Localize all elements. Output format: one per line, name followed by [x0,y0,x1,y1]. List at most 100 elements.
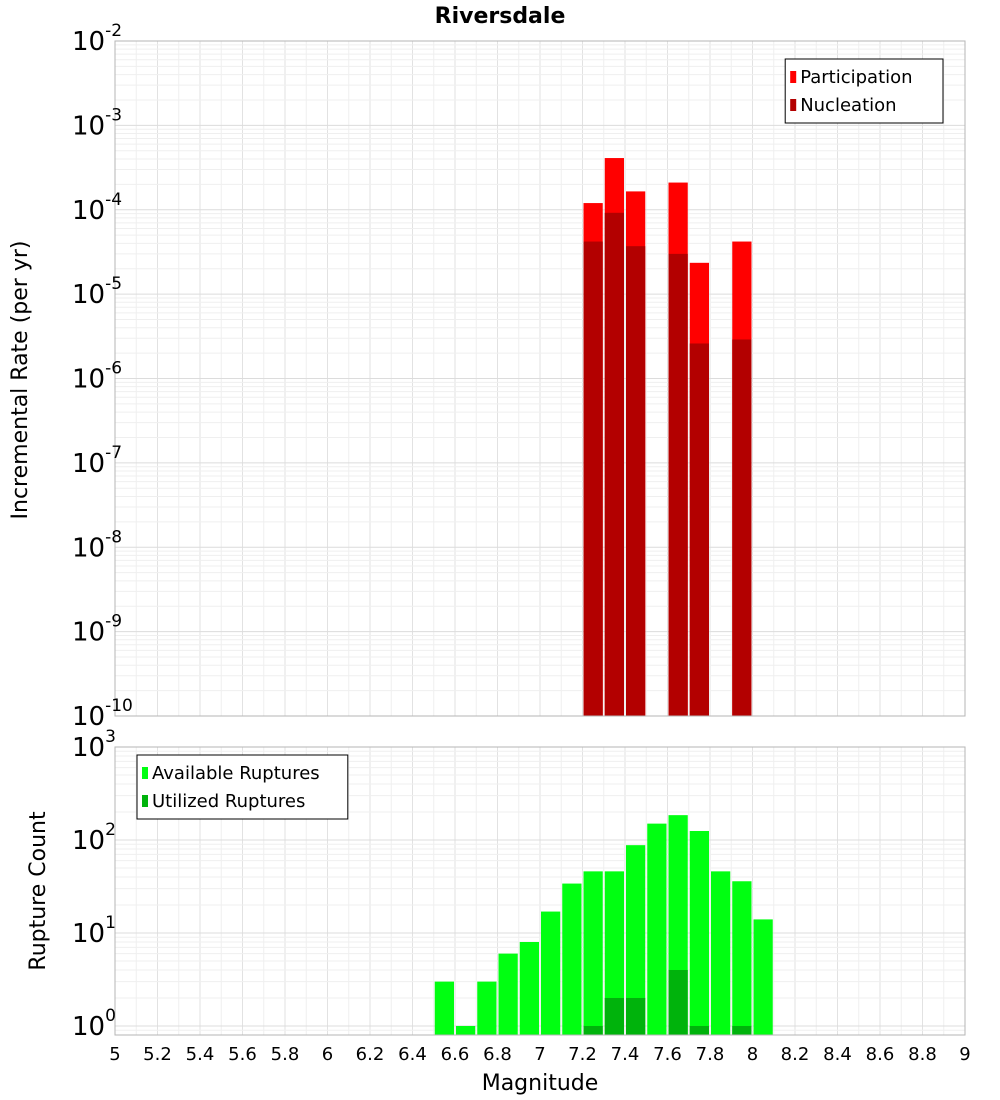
top-y-tick-exponent: -8 [105,527,122,547]
x-tick-label: 5.8 [271,1044,300,1065]
bottom-y-tick-mantissa: 10 [72,826,105,856]
x-tick-label: 6.2 [356,1044,385,1065]
bottom-y-tick-exponent: 1 [105,913,116,933]
x-tick-label: 9 [959,1044,970,1065]
top-legend-swatch [790,71,797,83]
x-tick-label: 5.2 [143,1044,172,1065]
x-tick-label: 6.8 [483,1044,512,1065]
bottom-y-tick-exponent: 2 [105,820,116,840]
top-y-tick-mantissa: 10 [72,196,105,226]
top-plot-area: 10-1010-910-810-710-610-510-410-310-2Par… [72,21,966,732]
top-y-tick-label: 10-9 [72,612,122,648]
top-y-tick-mantissa: 10 [72,365,105,395]
top-legend: Participation Nucleation [784,58,944,124]
bottom-bar-available-ruptures-12 [689,830,709,1035]
top-y-tick-exponent: -2 [105,21,122,41]
top-y-tick-exponent: -7 [105,443,122,463]
bottom-y-tick-mantissa: 10 [72,733,105,763]
top-y-tick-exponent: -9 [105,612,122,632]
bottom-bar-available-ruptures-8 [604,871,624,1035]
bottom-legend-box [136,754,349,820]
top-y-tick-label: 10-5 [72,274,122,310]
bottom-y-tick-mantissa: 10 [72,1012,105,1042]
top-bar-nucleation-0 [583,241,603,717]
bottom-y-tick-label: 103 [72,727,116,763]
bottom-bar-available-ruptures-0 [434,981,454,1035]
x-tick-label: 6 [322,1044,333,1065]
bottom-y-axis-label: Rupture Count [26,811,51,971]
x-tick-label: 7 [534,1044,545,1065]
bottom-y-tick-exponent: 3 [105,727,116,747]
top-y-tick-exponent: -10 [105,696,133,716]
x-tick-label: 7.2 [568,1044,597,1065]
bottom-bar-available-ruptures-2 [477,981,497,1035]
top-y-tick-exponent: -4 [105,190,122,210]
top-y-tick-exponent: -3 [105,105,122,125]
bottom-y-tick-label: 102 [72,820,116,856]
x-tick-label: 5 [109,1044,120,1065]
bottom-legend-swatch [142,795,148,807]
top-legend-box [784,58,944,124]
bottom-bar-utilized-ruptures-3 [668,969,688,1035]
x-tick-label: 8.8 [908,1044,937,1065]
top-y-tick-label: 10-6 [72,359,122,395]
bottom-plot-frame [114,746,966,1036]
bottom-bar-available-ruptures-5 [541,911,561,1035]
bottom-legend: Available Ruptures Utilized Ruptures [136,754,349,820]
bottom-bar-available-ruptures-13 [711,871,731,1035]
top-y-axis-label: Incremental Rate (per yr) [8,241,33,520]
top-y-tick-label: 10-8 [72,527,122,563]
top-y-tick-label: 10-7 [72,443,122,479]
top-bar-nucleation-4 [689,343,709,716]
bottom-bar-utilized-ruptures-5 [732,1025,752,1035]
x-tick-label: 8.2 [781,1044,810,1065]
top-y-tick-mantissa: 10 [72,533,105,563]
bottom-bar-utilized-ruptures-2 [626,997,646,1035]
top-y-tick-label: 10-4 [72,190,122,226]
x-tick-label: 5.4 [186,1044,215,1065]
x-tick-label: 8.6 [866,1044,895,1065]
top-y-tick-mantissa: 10 [72,449,105,479]
top-y-tick-exponent: -6 [105,359,122,379]
top-bar-nucleation-5 [732,339,752,716]
top-bar-nucleation-1 [604,212,624,716]
bottom-bar-utilized-ruptures-0 [583,1025,603,1035]
x-tick-label: 7.6 [653,1044,682,1065]
top-y-tick-mantissa: 10 [72,111,105,141]
x-tick-label: 7.4 [611,1044,640,1065]
top-y-tick-mantissa: 10 [72,280,105,310]
x-tick-label: 7.8 [696,1044,725,1065]
x-tick-label: 5.6 [228,1044,257,1065]
top-y-tick-label: 10-3 [72,105,122,141]
x-tick-label: 8 [747,1044,758,1065]
bottom-bar-available-ruptures-15 [753,919,773,1035]
x-tick-label: 8.4 [823,1044,852,1065]
bottom-bar-available-ruptures-3 [498,953,518,1035]
top-legend-label: Nucleation [800,95,896,116]
top-y-tick-label: 10-2 [72,21,122,57]
bottom-legend-label: Utilized Ruptures [152,791,305,812]
bottom-y-tick-label: 100 [72,1006,116,1042]
top-y-tick-label: 10-10 [72,696,133,732]
top-y-tick-mantissa: 10 [72,27,105,57]
x-tick-label: 6.6 [441,1044,470,1065]
bottom-bar-available-ruptures-7 [583,871,603,1035]
top-plot-frame [114,40,966,717]
top-legend-swatch [790,99,797,111]
top-y-tick-mantissa: 10 [72,618,105,648]
bottom-bar-utilized-ruptures-1 [604,997,624,1035]
bottom-bar-available-ruptures-14 [732,881,752,1035]
bottom-bar-available-ruptures-6 [562,883,582,1035]
top-legend-label: Participation [800,67,912,88]
top-y-tick-exponent: -5 [105,274,122,294]
bottom-y-tick-exponent: 0 [105,1006,116,1026]
top-bar-nucleation-3 [668,253,688,716]
chart-title: Riversdale [435,4,566,29]
top-bar-nucleation-2 [626,246,646,716]
top-y-tick-mantissa: 10 [72,702,105,732]
x-axis-label: Magnitude [482,1071,599,1096]
bottom-bar-available-ruptures-9 [626,845,646,1035]
bottom-legend-swatch [142,767,148,779]
